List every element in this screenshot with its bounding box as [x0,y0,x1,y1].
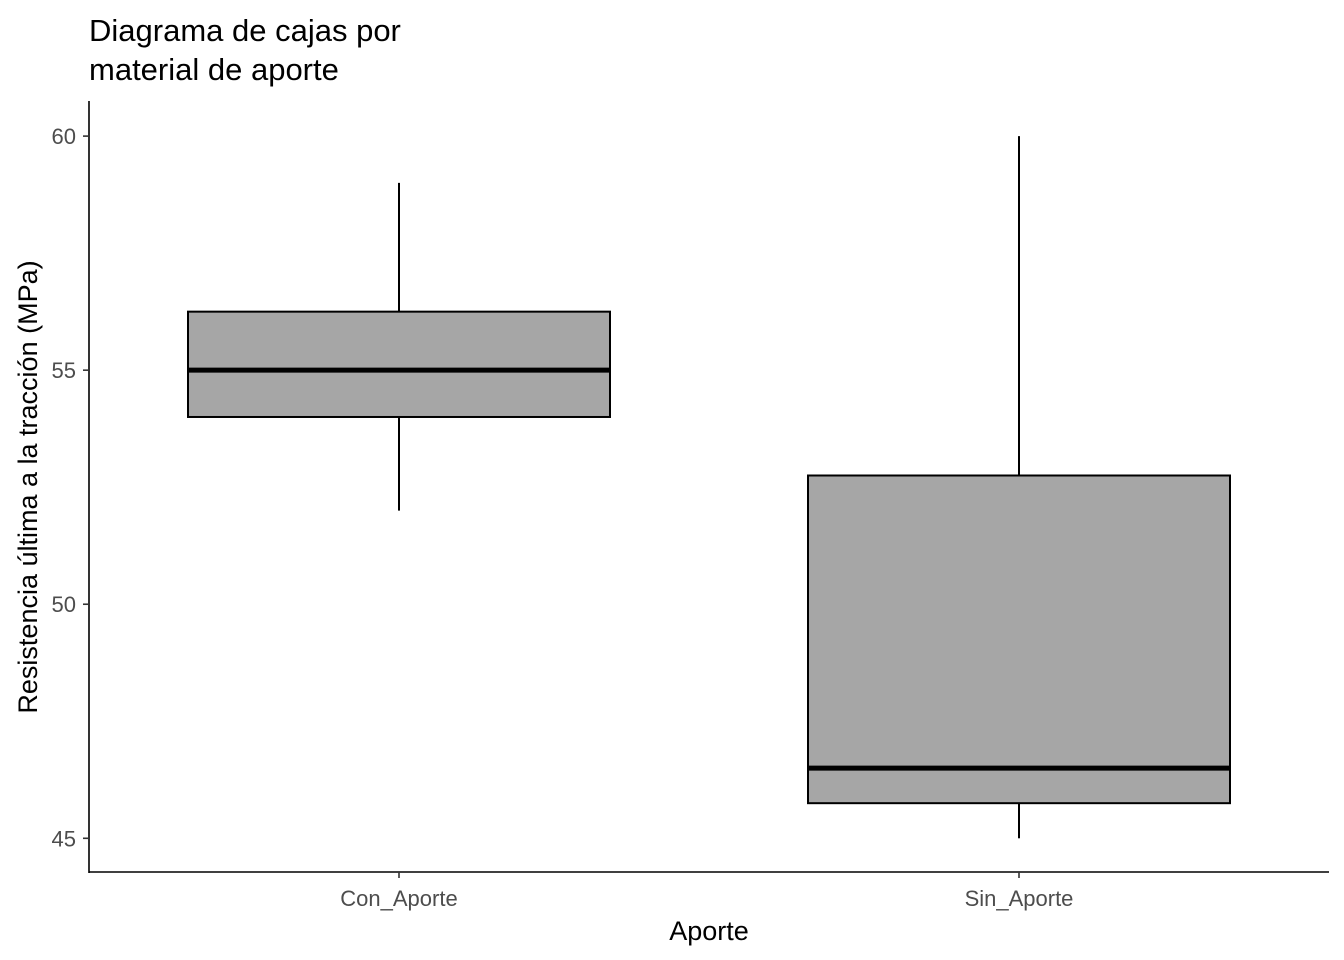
box-Con_Aporte [187,182,611,511]
x-axis-ticks: Con_Aporte Sin_Aporte [340,872,1073,911]
y-tick-label: 50 [52,592,76,617]
y-axis-ticks: 45 50 55 60 [52,124,89,851]
y-tick-label: 55 [52,358,76,383]
x-tick-label: Sin_Aporte [965,886,1074,911]
plot-area [187,136,1231,839]
y-tick-label: 60 [52,124,76,149]
x-axis-title: Aporte [669,916,749,946]
box-iqr [187,310,611,418]
chart-title-line-2: material de aporte [89,52,339,87]
y-axis-title: Resistencia última a la tracción (MPa) [13,260,43,713]
chart-title-line-1: Diagrama de cajas por [89,13,401,48]
box-iqr [807,474,1231,805]
y-tick-label: 45 [52,826,76,851]
box-Sin_Aporte [807,136,1231,839]
x-tick-label: Con_Aporte [340,886,457,911]
